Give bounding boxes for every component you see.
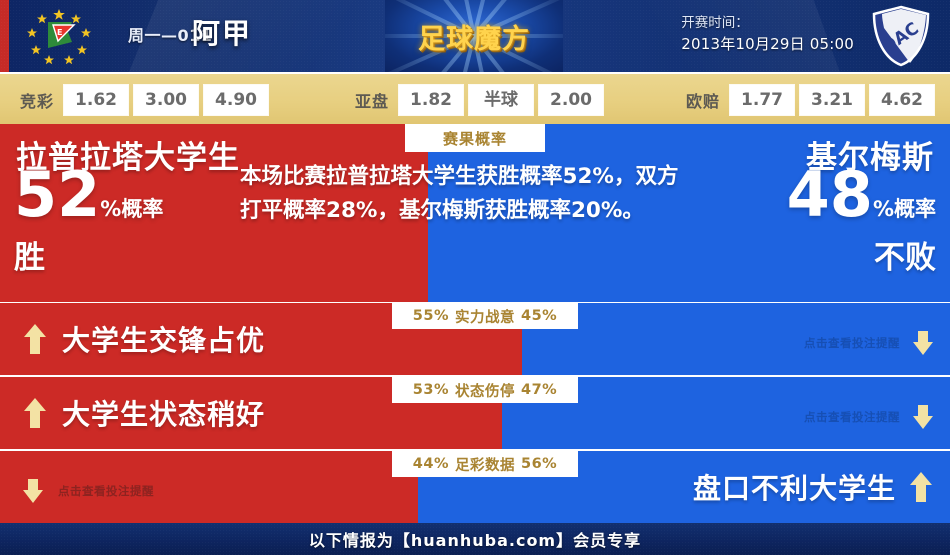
header-red-accent [0, 0, 9, 72]
odds-cell[interactable]: 1.62 [64, 85, 129, 115]
odds-cell[interactable]: 2.00 [539, 85, 604, 115]
brand-logo: 足球魔方 [385, 0, 563, 72]
row-home-label: 大学生交锋占优 [62, 324, 266, 357]
row-home-percent: 55% [412, 308, 449, 324]
row-away-callout[interactable]: 点击查看投注提醒 [804, 329, 934, 357]
odds-cell[interactable]: 半球 [469, 85, 534, 115]
comparison-row[interactable]: 53% 状态伤停 47% 大学生状态稍好 点击查看投注提醒 [0, 377, 950, 449]
row-home-callout: 大学生状态稍好 [22, 393, 265, 433]
odds-group-european: 欧赔 1.77 3.21 4.62 [686, 74, 935, 126]
odds-cell[interactable]: 4.62 [870, 85, 935, 115]
odds-cell[interactable]: 1.77 [730, 85, 795, 115]
away-probability-value: 48 [786, 158, 873, 231]
row-home-bar [0, 451, 418, 523]
row-metric-badge: 53% 状态伤停 47% [392, 377, 578, 403]
kickoff-time-label: 开赛时间： [681, 15, 749, 31]
odds-cell[interactable]: 3.00 [134, 85, 199, 115]
away-win-probability: 48%概率 [787, 164, 936, 240]
arrow-up-icon [24, 398, 46, 428]
away-probability-unit: %概率 [872, 197, 936, 221]
row-away-label[interactable]: 点击查看投注提醒 [804, 336, 900, 350]
row-away-callout: 盘口不利大学生 [693, 467, 934, 507]
row-metric-title: 实力战意 [455, 309, 515, 326]
odds-cell[interactable]: 4.90 [204, 85, 269, 115]
row-metric-badge: 55% 实力战意 45% [392, 303, 578, 329]
odds-group-label: 竞彩 [20, 92, 55, 111]
row-away-percent: 47% [521, 382, 558, 398]
arrow-down-icon [913, 405, 933, 429]
odds-cell[interactable]: 1.82 [399, 85, 464, 115]
home-team-name: 拉普拉塔大学生 [16, 140, 240, 176]
row-home-percent: 44% [412, 456, 449, 472]
footer-bar: 以下情报为【huanhuba.com】会员专享 [0, 523, 950, 555]
result-probability-block: 拉普拉塔大学生 52%概率 胜 基尔梅斯 48%概率 不败 赛果概率 本场比赛拉… [0, 124, 950, 302]
row-away-bar [522, 303, 950, 375]
comparison-row[interactable]: 55% 实力战意 45% 大学生交锋占优 点击查看投注提醒 [0, 303, 950, 375]
match-round-label: 周一—011 [128, 26, 213, 45]
brand-logo-text: 足球魔方 [418, 23, 530, 55]
probability-summary-text: 本场比赛拉普拉塔大学生获胜概率52%，双方打平概率28%，基尔梅斯获胜概率20%… [240, 164, 679, 223]
footer-text: 以下情报为【huanhuba.com】会员专享 [308, 531, 642, 550]
home-win-probability: 52%概率 [14, 164, 163, 240]
odds-group-asian-handicap: 亚盘 1.82 半球 2.00 [355, 74, 604, 126]
odds-cell[interactable]: 3.21 [800, 85, 865, 115]
arrow-up-icon [24, 324, 46, 354]
header-bar: E 周一—011 阿甲 足球魔方 开赛时间： 2013年10月29日 05:00… [0, 0, 950, 72]
row-home-label[interactable]: 点击查看投注提醒 [58, 484, 154, 498]
row-away-label: 盘口不利大学生 [692, 472, 896, 505]
league-name: 阿甲 [192, 17, 253, 50]
odds-group-label: 欧赔 [686, 92, 721, 111]
row-away-callout[interactable]: 点击查看投注提醒 [804, 403, 934, 431]
odds-group-label: 亚盘 [355, 92, 390, 111]
odds-group-jingcai: 竞彩 1.62 3.00 4.90 [20, 74, 269, 126]
svg-text:E: E [57, 28, 62, 37]
result-probability-tab: 赛果概率 [405, 124, 545, 152]
away-probability-panel [428, 124, 950, 302]
row-home-callout: 大学生交锋占优 [22, 319, 265, 359]
home-probability-value: 52 [14, 158, 101, 231]
row-away-percent: 45% [521, 308, 558, 324]
row-metric-badge: 44% 足彩数据 56% [392, 451, 578, 477]
away-team-crest-icon: QAC [872, 5, 930, 67]
comparison-row[interactable]: 44% 足彩数据 56% 点击查看投注提醒 盘口不利大学生 [0, 451, 950, 523]
kickoff-time-block: 开赛时间： 2013年10月29日 05:00 [681, 13, 854, 55]
odds-bar: 竞彩 1.62 3.00 4.90 亚盘 1.82 半球 2.00 欧赔 1.7… [0, 72, 950, 126]
arrow-down-icon [913, 331, 933, 355]
row-metric-title: 状态伤停 [455, 383, 515, 400]
away-team-name: 基尔梅斯 [806, 140, 934, 176]
home-team-crest-icon: E [27, 9, 91, 64]
away-outcome-label: 不败 [874, 240, 936, 276]
arrow-up-icon [910, 472, 932, 502]
home-probability-panel [0, 124, 428, 302]
row-away-label[interactable]: 点击查看投注提醒 [804, 410, 900, 424]
row-home-percent: 53% [412, 382, 449, 398]
row-home-callout[interactable]: 点击查看投注提醒 [22, 477, 154, 505]
home-outcome-label: 胜 [14, 240, 45, 276]
home-probability-unit: %概率 [100, 197, 164, 221]
row-away-percent: 56% [521, 456, 558, 472]
arrow-down-icon [23, 479, 43, 503]
row-metric-title: 足彩数据 [455, 457, 515, 474]
row-home-label: 大学生状态稍好 [62, 398, 266, 431]
kickoff-time-value: 2013年10月29日 05:00 [681, 35, 854, 53]
